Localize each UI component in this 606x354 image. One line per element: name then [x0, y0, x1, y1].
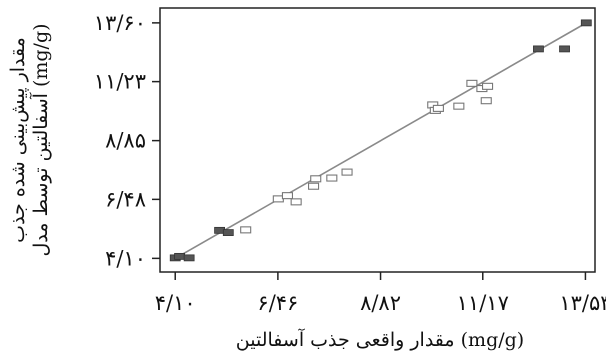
data-point-hollow: [326, 174, 338, 182]
x-tick-label: ۱۱/۱۷: [457, 291, 509, 315]
data-point-filled: [559, 45, 570, 53]
data-point-hollow: [432, 104, 444, 112]
data-point-filled: [183, 254, 195, 262]
x-axis-ticks: ۴/۱۰ ۶/۴۶ ۸/۸۲ ۱۱/۱۷ ۱۳/۵۳: [155, 272, 606, 315]
data-point-filled: [174, 252, 185, 260]
y-tick-label: ۸/۸۵: [105, 129, 146, 153]
y-tick-label: ۱۳/۶۰: [94, 11, 146, 35]
x-tick-label: ۱۳/۵۳: [559, 291, 606, 315]
x-axis-label: مقدار واقعی جذب آسفالتین (mg/g): [236, 328, 524, 351]
data-point-hollow: [240, 226, 252, 234]
y-tick-label: ۱۱/۲۳: [94, 70, 146, 94]
y-axis-label-line-2: آسفالتین توسط مدل (mg/g): [29, 23, 52, 256]
data-point-hollow: [466, 79, 478, 87]
x-tick-label: ۴/۱۰: [155, 291, 196, 315]
x-tick-label: ۸/۸۲: [360, 291, 401, 315]
data-point-hollow: [290, 198, 302, 206]
x-tick-label: ۶/۴۶: [257, 291, 298, 315]
data-point-hollow: [341, 168, 353, 176]
data-point-hollow: [272, 195, 284, 203]
y-tick-label: ۶/۴۸: [105, 187, 146, 211]
plot-frame: [159, 7, 596, 273]
points-layer: [169, 19, 592, 262]
data-point-filled: [533, 45, 544, 53]
data-point-hollow: [310, 175, 322, 183]
y-axis-label: مقدار پیش‌بینی شده جذب آسفالتین توسط مدل…: [7, 23, 52, 256]
data-point-filled: [580, 19, 592, 27]
fit-line-layer: [174, 22, 587, 260]
data-point-hollow: [480, 97, 492, 105]
y-tick-label: ۴/۱۰: [105, 246, 146, 270]
y-axis-ticks: ۴/۱۰ ۶/۴۸ ۸/۸۵ ۱۱/۲۳ ۱۳/۶۰: [94, 11, 160, 270]
data-point-hollow: [453, 102, 465, 110]
data-point-hollow: [482, 82, 494, 90]
y-axis-label-line-1: مقدار پیش‌بینی شده جذب: [7, 37, 29, 243]
data-point-hollow: [281, 192, 294, 200]
data-point-filled: [222, 229, 234, 236]
fit-line: [174, 22, 587, 260]
data-point-hollow: [308, 182, 320, 190]
